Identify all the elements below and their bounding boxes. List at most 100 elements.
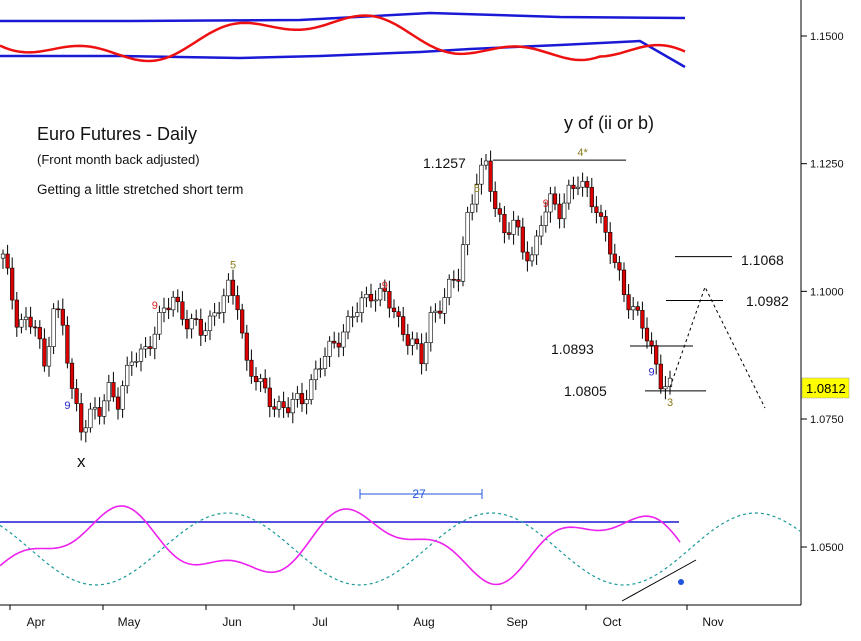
candle-down	[557, 203, 562, 220]
candle-up	[290, 399, 295, 414]
lower-envelope-line	[0, 39, 686, 69]
candle-down	[594, 206, 599, 213]
candle-up	[276, 401, 282, 410]
candle-up	[631, 306, 636, 311]
candle-up	[92, 407, 98, 410]
candle-down	[240, 309, 245, 334]
candle-down	[516, 219, 521, 228]
candle-down	[60, 308, 65, 326]
candle-up	[575, 186, 581, 189]
candle-up	[460, 244, 466, 282]
candle-up	[313, 368, 318, 381]
candle-up	[143, 346, 148, 350]
candle-down	[520, 226, 525, 253]
candle-up	[221, 295, 226, 313]
candle-down	[244, 332, 249, 361]
count-label: 4*	[577, 147, 588, 159]
level-label: 1.0982	[746, 293, 789, 309]
candle-down	[654, 345, 659, 365]
candle-up	[226, 279, 231, 297]
candle-down	[180, 301, 185, 320]
candle-down	[368, 293, 374, 302]
count-label: 9	[382, 280, 388, 292]
candle-down	[148, 346, 153, 349]
candle-up	[410, 338, 415, 346]
candle-up	[212, 312, 217, 317]
candle-down	[612, 253, 617, 263]
candle-up	[161, 307, 167, 313]
candle-down	[230, 279, 236, 296]
candle-up	[171, 296, 176, 311]
count-label: 3	[667, 397, 673, 409]
candle-down	[437, 310, 443, 314]
candle-down	[608, 232, 613, 255]
y-tick-label: 1.1000	[810, 286, 844, 298]
level-label: 1.1257	[423, 155, 466, 171]
candle-up	[309, 379, 314, 400]
candle-up	[341, 331, 346, 348]
candle-up	[428, 312, 433, 343]
wave-label-bottom: x	[77, 452, 86, 471]
x-tick-label: Jun	[222, 615, 241, 629]
level-label: 1.0893	[551, 341, 594, 357]
candle-up	[295, 393, 300, 400]
bottom-oscillator-line	[0, 505, 681, 586]
candle-up	[106, 382, 111, 402]
candle-down	[414, 338, 420, 344]
x-axis-ticks: Apr May Jun Jul Aug Sep Oct Nov	[9, 605, 724, 629]
candle-down	[401, 316, 406, 335]
candle-down	[644, 327, 650, 342]
candle-up	[539, 225, 544, 237]
candle-down	[598, 212, 604, 217]
candle-up	[129, 361, 134, 366]
y-tick-label: 1.0750	[810, 414, 844, 426]
count-label: 5	[230, 259, 236, 271]
candle-down	[332, 340, 337, 344]
candle-up	[359, 297, 364, 313]
candle-down	[571, 184, 576, 189]
candle-up	[378, 287, 383, 301]
count-label: 9	[543, 198, 549, 210]
candle-down	[299, 393, 305, 405]
candle-up	[442, 297, 447, 314]
candle-up	[470, 203, 475, 213]
candle-down	[249, 359, 254, 377]
candle-up	[203, 330, 208, 336]
candle-down	[585, 181, 590, 188]
candle-up	[157, 312, 162, 335]
candle-up	[102, 400, 107, 417]
candle-up	[125, 364, 130, 387]
current-price-tag-label: 1.0812	[806, 381, 846, 396]
y-tick-label: 1.1250	[810, 159, 844, 171]
candle-up	[217, 312, 222, 314]
candle-up	[83, 427, 88, 433]
candle-up	[511, 219, 516, 235]
current-price-tag-box	[801, 377, 850, 399]
candle-up	[483, 160, 489, 166]
x-tick-label: May	[118, 615, 141, 629]
candle-down	[419, 343, 424, 365]
candle-up	[424, 342, 429, 365]
candle-up	[23, 316, 29, 320]
candle-up	[0, 253, 6, 259]
candle-down	[506, 232, 512, 235]
candle-down	[79, 403, 84, 433]
candle-down	[391, 307, 397, 313]
candle-up	[562, 202, 567, 220]
candle-down	[272, 406, 277, 410]
count-label: 9	[64, 400, 70, 412]
candle-down	[281, 401, 286, 408]
candle-down	[640, 310, 645, 329]
candle-up	[474, 183, 479, 205]
y-tick-label: 1.1500	[810, 31, 844, 43]
candle-down	[184, 318, 190, 330]
candle-down	[267, 387, 272, 408]
candle-up	[138, 348, 144, 362]
candle-down	[456, 279, 461, 282]
level-label: 1.1068	[741, 252, 784, 268]
candle-down	[56, 308, 61, 311]
candle-up	[327, 340, 332, 357]
candle-up	[304, 399, 309, 405]
candle-down	[5, 253, 10, 269]
